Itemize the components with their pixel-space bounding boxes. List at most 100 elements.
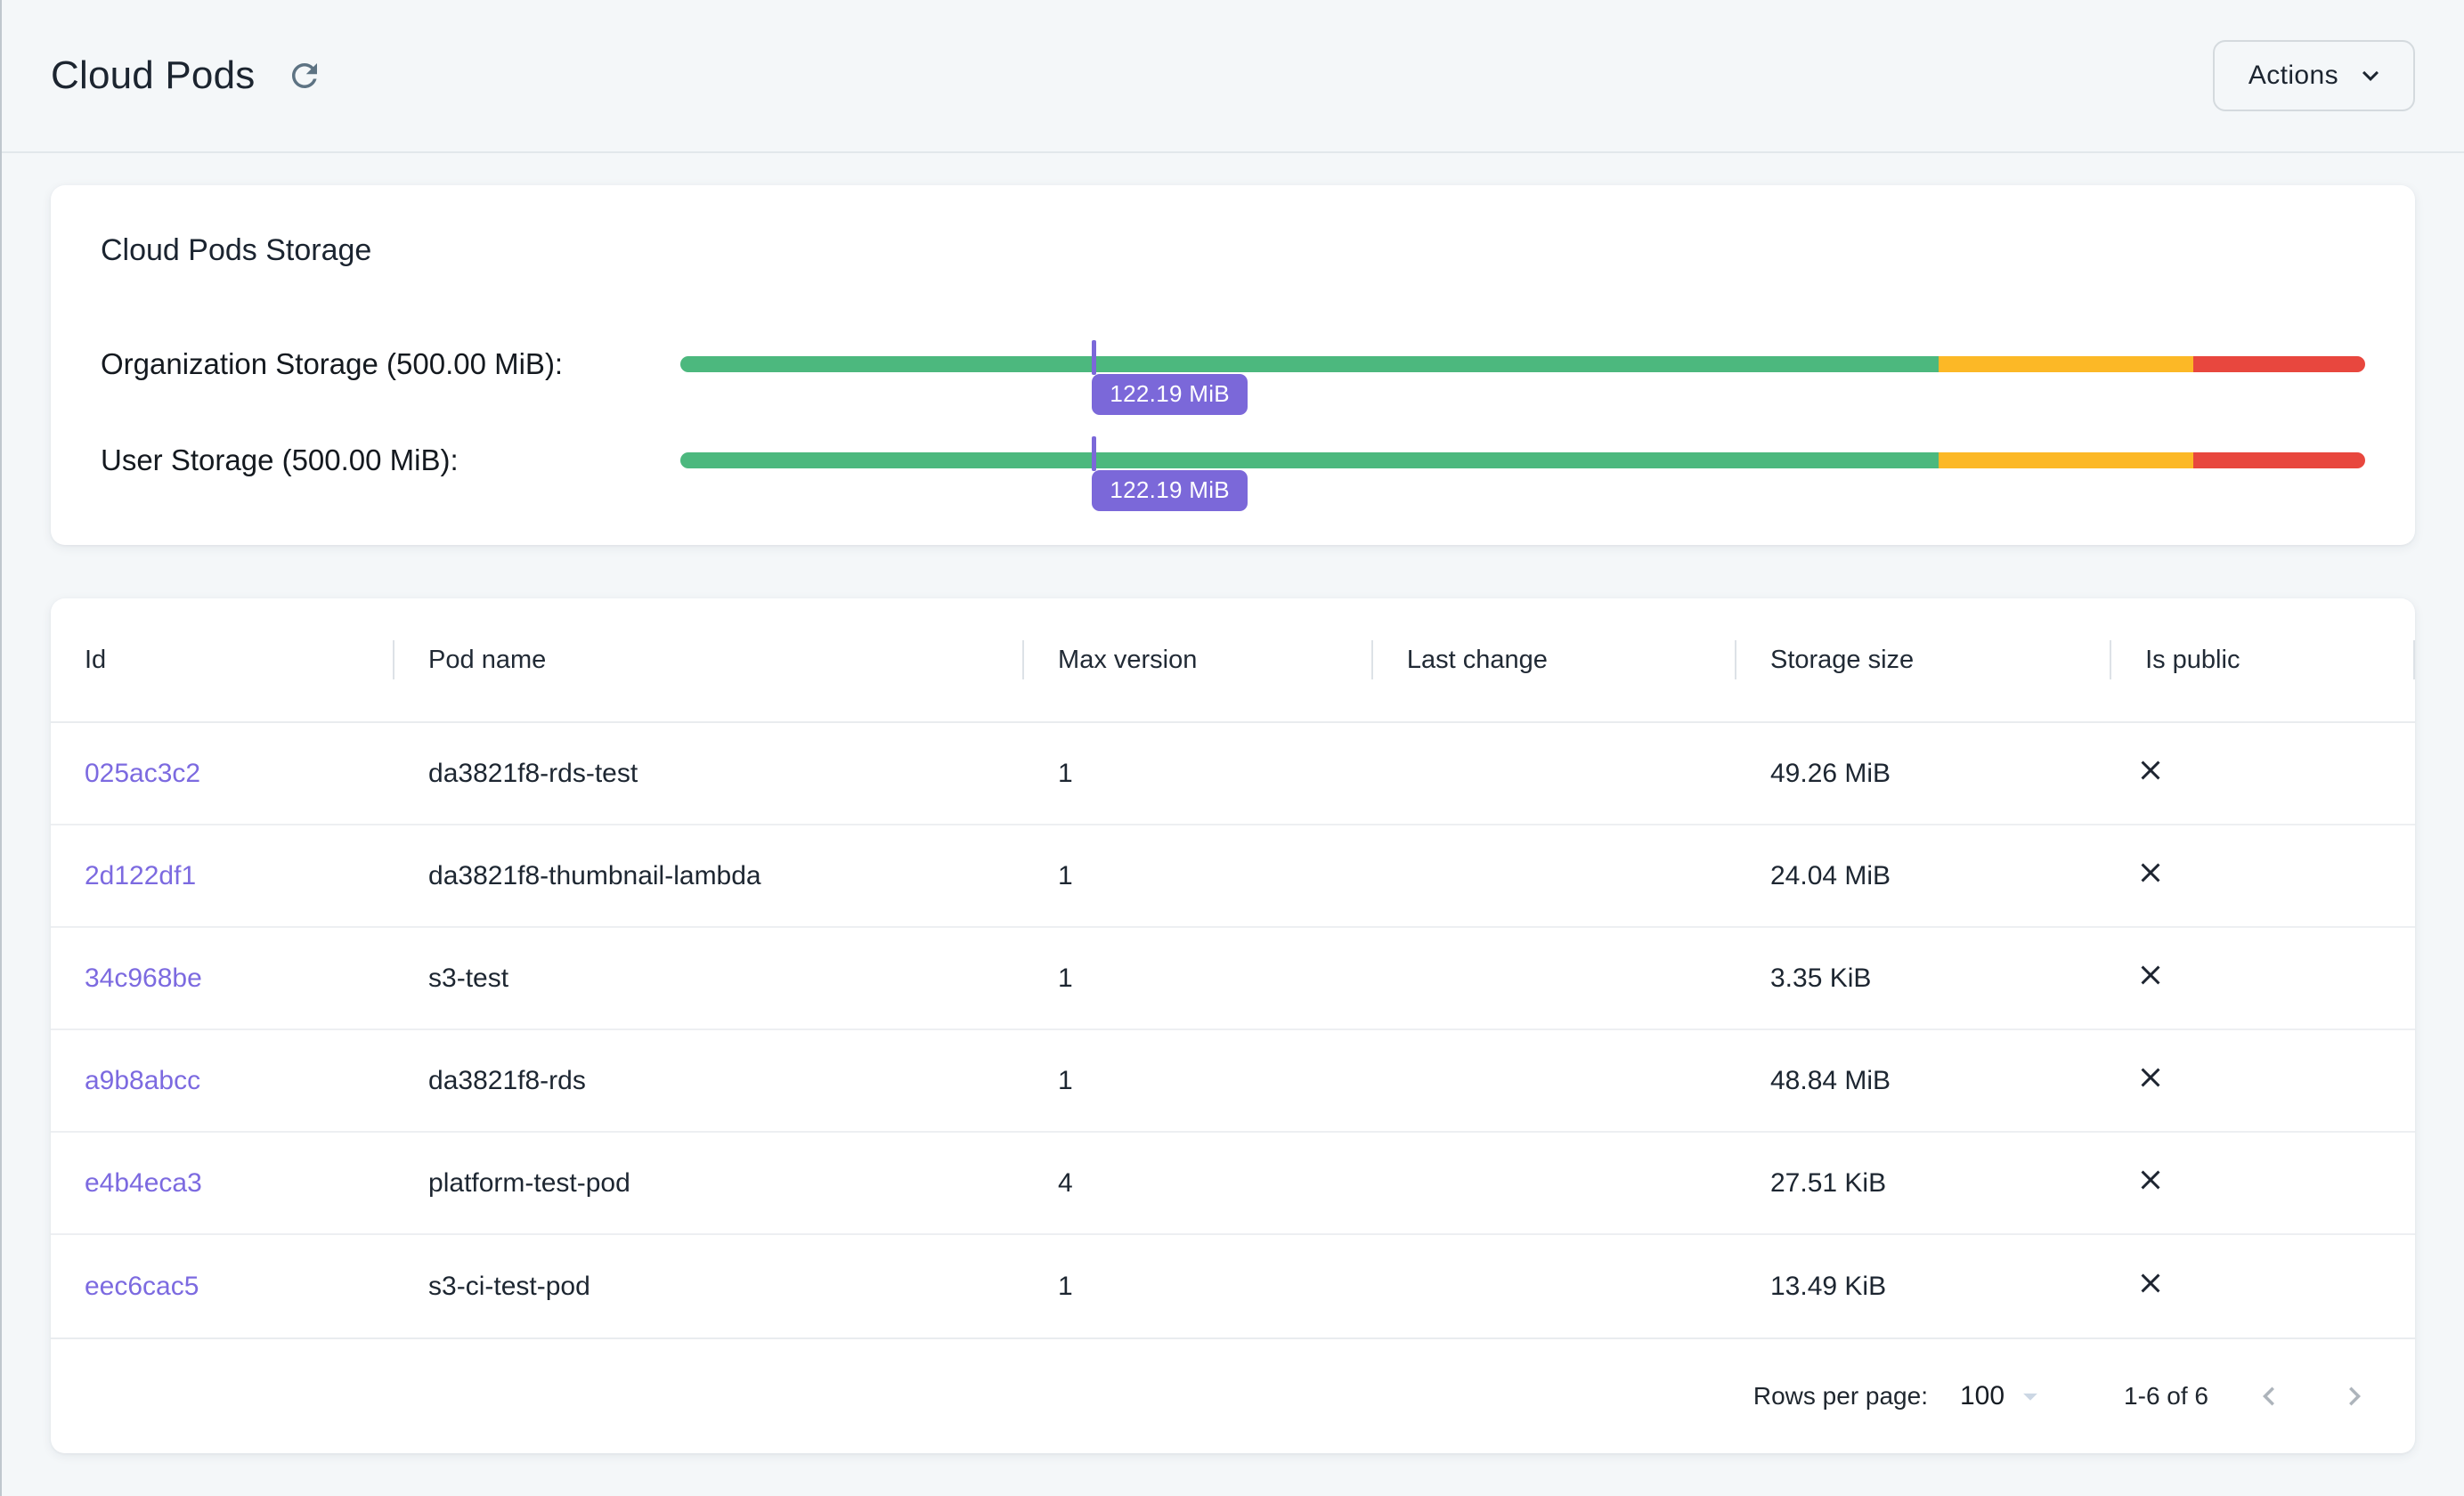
column-header-id[interactable]: Id (51, 598, 395, 721)
cell-is-public (2111, 754, 2415, 793)
storage-card-title: Cloud Pods Storage (101, 233, 372, 267)
table-row: 2d122df1 da3821f8-thumbnail-lambda 1 24.04 … (51, 825, 2415, 928)
column-header-label: Storage size (1769, 645, 1915, 674)
meter-bar-track (680, 452, 2365, 468)
column-header-label: Last change (1406, 645, 1548, 674)
meter-segment-warning (1939, 356, 2193, 372)
organization-storage-label: Organization Storage (500.00 MiB): (101, 347, 564, 380)
cell-pod-name: platform-test-pod (428, 1167, 630, 1198)
column-separator (2110, 640, 2112, 679)
cell-id: 025ac3c2 (51, 759, 394, 789)
pod-id-link[interactable]: 025ac3c2 (85, 758, 201, 788)
cell-max-version: 1 (1058, 860, 1073, 890)
cell-max-version: 1 (1058, 758, 1073, 788)
cell-storage-size: 27.51 KiB (1769, 1167, 1887, 1198)
usage-value-badge: 122.19 MiB (1092, 374, 1248, 415)
pod-id-link[interactable]: e4b4eca3 (85, 1167, 202, 1198)
cell-pod-name: da3821f8-rds (428, 1065, 586, 1095)
close-icon (2135, 754, 2167, 786)
cell-pod-name: s3-test (428, 963, 509, 993)
page-title: Cloud Pods (51, 53, 256, 97)
cell-pod-name: da3821f8-thumbnail-lambda (428, 860, 761, 890)
cell-pod-name: da3821f8-rds-test (428, 758, 638, 788)
column-separator (1370, 640, 1373, 679)
column-header-label: Max version (1058, 645, 1198, 674)
chevron-right-icon (2336, 1378, 2373, 1415)
storage-meter-user-storage: User Storage (500.00 MiB): 122.19 MiB (101, 416, 2365, 511)
column-header-label: Is public (2145, 645, 2240, 674)
chevron-left-icon (2250, 1378, 2288, 1415)
pod-id-link[interactable]: 34c968be (85, 963, 202, 993)
rows-per-page-value: 100 (1959, 1381, 2005, 1411)
rows-per-page-select[interactable]: 100 (1960, 1379, 2047, 1413)
pod-id-link[interactable]: eec6cac5 (85, 1271, 199, 1301)
close-icon (2135, 1164, 2167, 1196)
usage-value-badge: 122.19 MiB (1092, 470, 1248, 511)
cell-is-public (2111, 1061, 2415, 1101)
cell-is-public (2111, 959, 2415, 998)
pod-id-link[interactable]: 2d122df1 (85, 860, 197, 890)
table-row: eec6cac5 s3-ci-test-pod 1 13.49 KiB (51, 1235, 2415, 1337)
column-header-last-change[interactable]: Last change (1373, 598, 1736, 721)
cell-id: e4b4eca3 (51, 1168, 394, 1199)
cell-max-version: 1 (1058, 1271, 1073, 1301)
cell-is-public (2111, 857, 2415, 896)
column-header-pod-name[interactable]: Pod name (394, 598, 1025, 721)
pod-id-link[interactable]: a9b8abcc (85, 1065, 201, 1095)
column-separator (1734, 640, 1736, 679)
actions-button-label: Actions (2248, 61, 2338, 90)
cell-max-version: 1 (1058, 963, 1073, 993)
cell-id: 2d122df1 (51, 861, 394, 891)
refresh-button[interactable] (280, 51, 329, 101)
actions-button[interactable]: Actions (2212, 40, 2415, 111)
page-header: Cloud Pods Actions (0, 0, 2464, 153)
close-icon (2135, 1267, 2167, 1299)
column-header-max-version[interactable]: Max version (1024, 598, 1373, 721)
meter-segment-ok (680, 356, 1939, 372)
column-separator (2412, 640, 2415, 679)
window-left-edge (0, 0, 2, 1496)
cell-id: a9b8abcc (51, 1066, 394, 1096)
pagination-range-label: 1-6 of 6 (2124, 1382, 2208, 1410)
organization-storage-bar: 122.19 MiB (680, 340, 2365, 415)
cell-max-version: 1 (1058, 1065, 1073, 1095)
usage-marker (1092, 436, 1097, 471)
user-storage-bar: 122.19 MiB (680, 436, 2365, 511)
column-header-label: Id (85, 645, 107, 674)
storage-meter-organization-storage: Organization Storage (500.00 MiB): 122.19… (101, 320, 2365, 415)
previous-page-button[interactable] (2244, 1371, 2294, 1421)
meter-segment-warning (1939, 452, 2193, 468)
cell-max-version: 4 (1058, 1167, 1073, 1198)
column-header-label: Pod name (428, 645, 547, 674)
close-icon (2135, 1061, 2167, 1094)
storage-card: Cloud Pods Storage Organization Storage … (51, 185, 2415, 545)
cell-id: eec6cac5 (51, 1272, 394, 1302)
refresh-icon (286, 57, 323, 94)
column-header-is-public[interactable]: Is public (2111, 598, 2415, 721)
rows-per-page-label: Rows per page: (1752, 1382, 1928, 1410)
chevron-down-icon (2354, 60, 2387, 92)
main-content: Cloud Pods Storage Organization Storage … (0, 153, 2464, 1453)
cell-is-public (2111, 1164, 2415, 1203)
table-body: 025ac3c2 da3821f8-rds-test 1 49.26 MiB 2d122… (51, 723, 2415, 1337)
cell-storage-size: 48.84 MiB (1769, 1065, 1891, 1095)
table-pagination: Rows per page: 100 1-6 of 6 (51, 1337, 2415, 1453)
table-row: a9b8abcc da3821f8-rds 1 48.84 MiB (51, 1030, 2415, 1133)
pods-table-card: Id Pod name Max version Last change Storage … (51, 598, 2415, 1453)
next-page-button[interactable] (2330, 1371, 2379, 1421)
table-row: 34c968be s3-test 1 3.35 KiB (51, 928, 2415, 1030)
cell-is-public (2111, 1267, 2415, 1306)
cell-storage-size: 3.35 KiB (1769, 963, 1872, 993)
meter-bar-track (680, 356, 2365, 372)
arrow-dropdown-icon (2013, 1379, 2047, 1413)
meter-segment-critical (2193, 356, 2365, 372)
table-row: 025ac3c2 da3821f8-rds-test 1 49.26 MiB (51, 723, 2415, 825)
cell-pod-name: s3-ci-test-pod (428, 1271, 590, 1301)
table-header-row: Id Pod name Max version Last change Storage … (51, 598, 2415, 723)
table-row: e4b4eca3 platform-test-pod 4 27.51 KiB (51, 1133, 2415, 1235)
storage-meters: Organization Storage (500.00 MiB): 122.19… (101, 320, 2365, 511)
close-icon (2135, 959, 2167, 991)
user-storage-label: User Storage (500.00 MiB): (101, 443, 459, 476)
column-header-storage-size[interactable]: Storage size (1736, 598, 2112, 721)
column-separator (1022, 640, 1025, 679)
